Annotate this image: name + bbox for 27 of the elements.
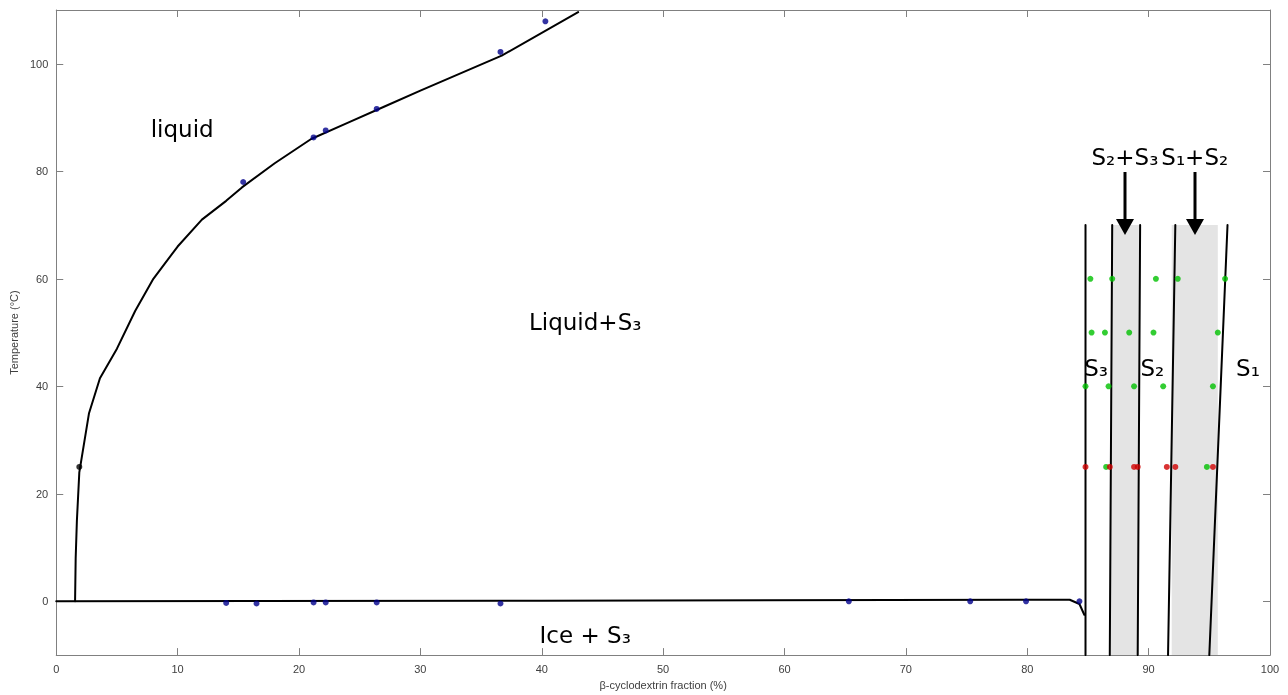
annotation: S₂ [1140, 354, 1165, 381]
x-tick-label: 60 [778, 662, 791, 675]
annotation: S₁+S₂ [1161, 144, 1229, 171]
annotation: S₁ [1236, 354, 1260, 381]
y-tick-label: 100 [29, 57, 49, 70]
y-tick-label: 60 [36, 272, 49, 285]
x-axis-title: β-cyclodextrin fraction (%) [599, 678, 727, 691]
annotation: S₃ [1084, 354, 1108, 381]
x-tick-label: 80 [1021, 662, 1034, 675]
annotation: liquid [150, 115, 214, 142]
y-tick-label: 40 [36, 380, 49, 393]
x-tick-label: 70 [899, 662, 912, 675]
x-tick-label: 0 [53, 662, 60, 675]
annotation: Liquid+S₃ [528, 309, 642, 335]
annotation: S₂+S₃ [1091, 144, 1159, 171]
y-tick-label: 20 [36, 487, 49, 500]
x-tick-label: 100 [1260, 662, 1280, 675]
annotation: Ice + S₃ [539, 622, 631, 649]
x-tick-label: 50 [657, 662, 670, 675]
x-tick-label: 90 [1142, 662, 1155, 675]
x-tick-label: 30 [414, 662, 427, 675]
y-tick-label: 80 [36, 165, 49, 178]
x-tick-label: 10 [171, 662, 184, 675]
x-tick-label: 40 [535, 662, 548, 675]
y-axis-title: Temperature (°C) [7, 290, 20, 375]
x-tick-label: 20 [292, 662, 306, 675]
y-tick-label: 0 [42, 595, 49, 608]
